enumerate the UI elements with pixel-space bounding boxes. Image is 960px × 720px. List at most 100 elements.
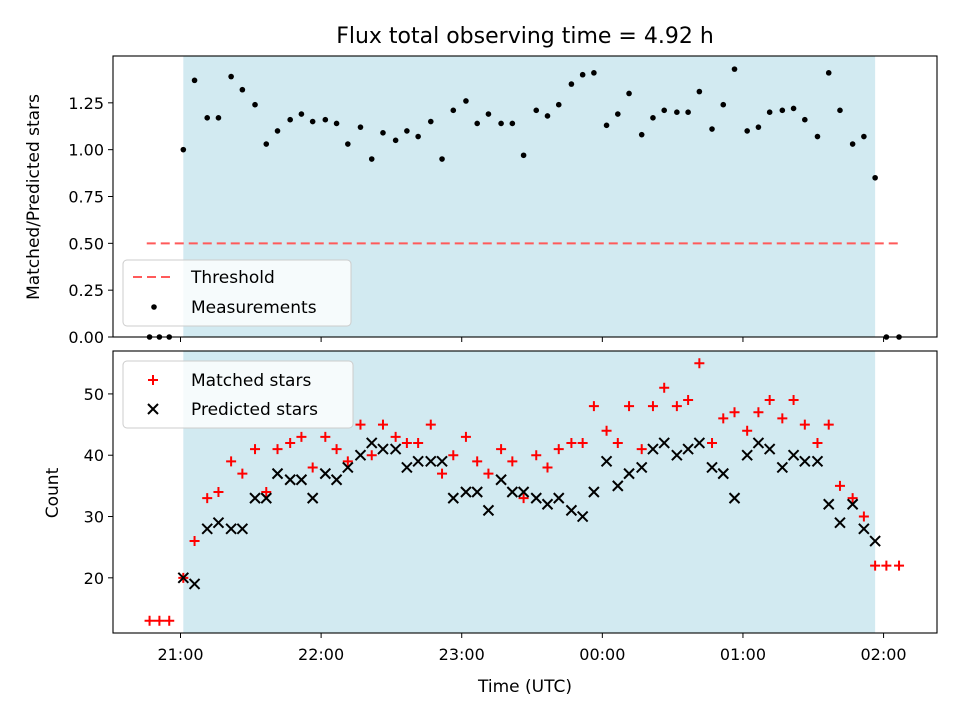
chart-title: Flux total observing time = 4.92 h bbox=[336, 24, 714, 49]
predicted-star-point bbox=[506, 486, 519, 498]
measurement-point bbox=[579, 71, 586, 78]
predicted-star-point bbox=[471, 486, 483, 498]
measurement-point bbox=[790, 105, 797, 112]
y-tick-label: 0.50 bbox=[68, 234, 104, 253]
predicted-star-point bbox=[799, 455, 811, 468]
predicted-star-point bbox=[342, 461, 354, 474]
matched-star-point bbox=[164, 615, 175, 626]
measurement-point bbox=[674, 109, 680, 115]
matched-star-point bbox=[764, 395, 775, 406]
matched-star-point bbox=[390, 431, 401, 442]
x-tick-label: 22:00 bbox=[298, 645, 344, 664]
measurement-point bbox=[520, 152, 527, 159]
measurement-point bbox=[180, 146, 187, 153]
predicted-star-point bbox=[412, 455, 424, 468]
matched-star-point bbox=[437, 468, 448, 479]
legend-box bbox=[122, 360, 354, 429]
measurement-point bbox=[263, 141, 270, 147]
measurement-point bbox=[731, 66, 738, 72]
matched-star-point bbox=[448, 450, 459, 461]
matched-star-point bbox=[366, 450, 377, 461]
predicted-star-point bbox=[188, 578, 201, 590]
measurement-point bbox=[626, 90, 632, 97]
measurement-point bbox=[872, 174, 878, 181]
measurement-point bbox=[755, 124, 762, 130]
matched-star-point bbox=[413, 437, 424, 448]
matched-star-point bbox=[342, 456, 353, 467]
matched-star-point bbox=[202, 493, 213, 504]
x-tick-label: 00:00 bbox=[579, 645, 625, 664]
matched-star-point bbox=[331, 444, 342, 455]
predicted-star-point bbox=[482, 504, 495, 517]
matched-star-point bbox=[531, 450, 542, 461]
predicted-star-point bbox=[588, 486, 600, 498]
measurement-point bbox=[322, 116, 329, 123]
measurement-point bbox=[485, 111, 492, 117]
matched-star-point bbox=[694, 358, 705, 369]
matched-star-point bbox=[154, 615, 165, 626]
measurement-point bbox=[603, 122, 610, 129]
matched-star-point bbox=[496, 444, 507, 455]
matched-star-point bbox=[213, 487, 224, 497]
x-tick-label: 02:00 bbox=[861, 645, 907, 664]
y-tick-label: 30 bbox=[84, 508, 104, 527]
measurement-point bbox=[498, 120, 504, 127]
measurement-point bbox=[555, 101, 562, 108]
predicted-star-point bbox=[295, 474, 308, 486]
matched-star-point bbox=[753, 407, 764, 418]
predicted-star-point bbox=[436, 455, 448, 468]
legend-matched-label: Matched stars bbox=[191, 371, 311, 391]
measurement-point bbox=[345, 141, 351, 147]
measurement-point bbox=[463, 98, 469, 104]
predicted-star-point bbox=[869, 535, 881, 547]
predicted-star-point bbox=[366, 437, 378, 449]
predicted-star-point bbox=[330, 474, 343, 486]
matched-star-point bbox=[553, 444, 564, 455]
legend-predicted-swatch bbox=[147, 403, 159, 415]
predicted-star-point bbox=[763, 443, 776, 455]
measurement-point bbox=[696, 88, 703, 95]
legend-box bbox=[122, 259, 352, 327]
matched-star-point bbox=[834, 480, 845, 491]
matched-star-point bbox=[777, 413, 788, 424]
bottom-y-axis-label: Count bbox=[43, 467, 63, 518]
matched-star-point bbox=[518, 493, 529, 504]
measurement-point bbox=[415, 133, 421, 140]
matched-star-point bbox=[881, 560, 892, 571]
measurement-point bbox=[333, 120, 340, 127]
measurement-point bbox=[685, 109, 691, 115]
predicted-star-point bbox=[284, 474, 296, 486]
measurement-point bbox=[274, 128, 281, 134]
measurement-point bbox=[439, 156, 445, 162]
predicted-star-point bbox=[612, 480, 624, 492]
matched-star-point bbox=[718, 413, 729, 424]
matched-star-point bbox=[272, 444, 283, 455]
predicted-star-point bbox=[693, 437, 706, 449]
measurement-point bbox=[509, 120, 516, 127]
predicted-star-point bbox=[717, 467, 729, 480]
matched-star-point bbox=[894, 560, 905, 571]
matched-star-point bbox=[588, 401, 599, 412]
matched-star-point bbox=[847, 493, 858, 504]
matched-star-point bbox=[261, 487, 272, 497]
predicted-star-point bbox=[576, 510, 589, 523]
legend-threshold-label: Threshold bbox=[190, 268, 275, 288]
measurement-point bbox=[298, 111, 305, 117]
predicted-star-point bbox=[671, 449, 683, 461]
predicted-star-point bbox=[858, 523, 870, 535]
x-tick-label: 21:00 bbox=[157, 645, 203, 664]
matched-star-point bbox=[542, 462, 553, 473]
bottom-panel: 20 30 40 50 21:00 22:00 23:00 00:00 01:00 02:00 Ma… bbox=[84, 350, 938, 664]
matched-star-point bbox=[624, 401, 635, 412]
predicted-star-point bbox=[495, 474, 507, 486]
measurement-point bbox=[709, 126, 715, 132]
matched-star-point bbox=[483, 468, 494, 479]
matched-star-point bbox=[858, 511, 869, 522]
matched-star-point bbox=[355, 419, 366, 430]
measurement-point bbox=[392, 137, 399, 144]
top-panel: 0.00 0.25 0.50 0.75 1.00 1.25 Threshold Measure… bbox=[68, 55, 938, 347]
matched-star-point bbox=[636, 444, 647, 455]
measurement-point bbox=[650, 115, 656, 121]
predicted-star-point bbox=[682, 443, 694, 455]
